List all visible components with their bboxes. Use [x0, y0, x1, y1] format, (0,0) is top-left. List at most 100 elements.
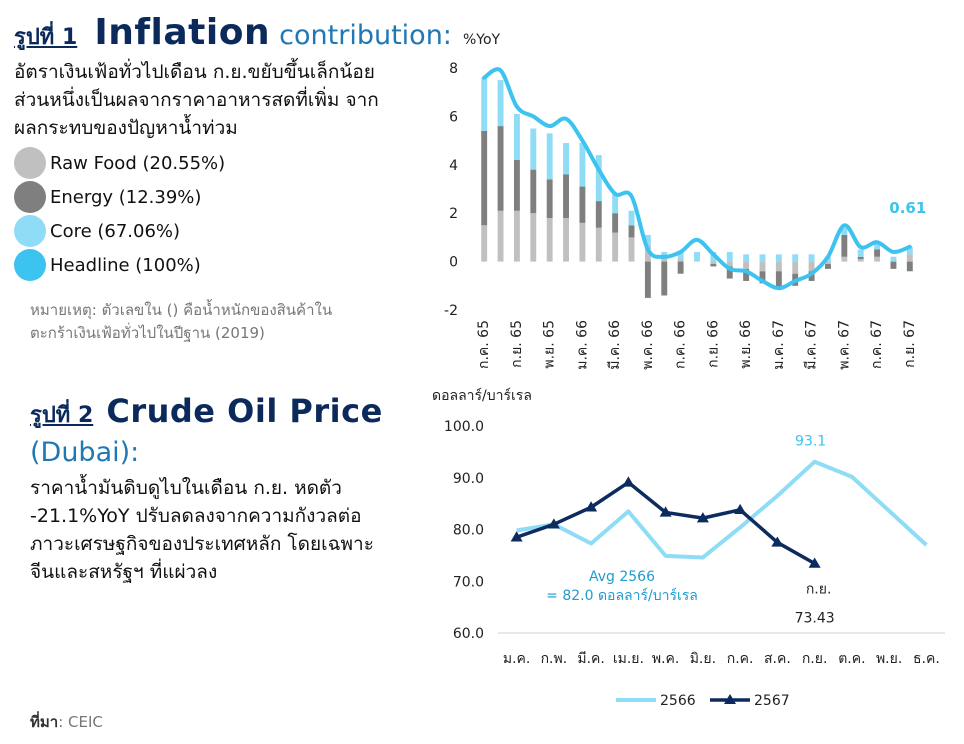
inflation-contribution-chart: -2 0 2 4 6 8 0.61 ก.ค. 65 ก.ย. 65 พ.ย. 65 ม.ค. 66 ม…: [444, 61, 926, 370]
bar-segment: [841, 234, 848, 257]
bar-segment: [628, 237, 635, 262]
bar-segment: [644, 261, 651, 298]
bar-segment: [513, 210, 520, 262]
average-annotation-line1: Avg 2566: [589, 569, 655, 585]
bar-segment: [906, 247, 913, 255]
x-tick-label: มี.ค.: [577, 651, 605, 667]
bar-segment: [546, 218, 553, 262]
fig2-description-line: ภาวะเศรษฐกิจของประเทศหลัก โดยเฉพาะ: [30, 533, 374, 555]
bar-segment: [513, 159, 520, 211]
bar-segment: [759, 261, 766, 272]
fig1-legend: Raw Food (20.55%) Energy (12.39%) Core (…: [14, 146, 225, 282]
fig1-description-line: ผลกระทบของปัญหาน้ำท่วม: [14, 117, 238, 139]
bar-segment: [874, 249, 881, 257]
series-line-2567: [516, 480, 816, 566]
fig1-title-sub: contribution:: [279, 20, 452, 51]
data-point-marker: [771, 536, 784, 547]
y-tick-label: 6: [449, 109, 458, 125]
fig1-title: รูปที่ 1 Inflation contribution: %YoY: [14, 12, 500, 54]
x-tick-label: ก.ค.: [727, 651, 754, 667]
x-tick-label: ก.ย. 66: [705, 320, 721, 368]
bar-segment: [661, 251, 668, 257]
source-note: ที่มา: CEIC: [30, 710, 103, 734]
source-label: ที่มา: [30, 713, 59, 731]
bar-segment: [563, 143, 569, 175]
bar-segment: [792, 261, 799, 274]
bar-segment: [612, 232, 619, 262]
y-tick-label: 0: [449, 255, 458, 271]
bar-segment: [595, 201, 602, 228]
x-tick-label: ส.ค.: [764, 651, 791, 667]
bar-segment: [874, 242, 881, 250]
x-tick-label: ก.ย. 67: [902, 320, 918, 368]
bar-segment: [775, 261, 782, 272]
x-tick-label: พ.ย. 65: [542, 320, 558, 369]
legend-swatch: [14, 181, 46, 213]
y-tick-label: 2: [449, 206, 458, 222]
bar-segment: [726, 266, 733, 279]
fig2-title: รูปที่ 2 Crude Oil Price: [30, 392, 383, 432]
fig1-title-main: Inflation: [94, 12, 271, 53]
bar-segment: [726, 251, 733, 262]
bar-segment: [481, 77, 488, 131]
bar-segment: [726, 261, 733, 267]
bar-segment: [595, 155, 602, 202]
bar-segment: [890, 261, 897, 269]
fig2-number: รูปที่ 2: [30, 403, 94, 428]
y-tick-label: 60.0: [453, 626, 484, 642]
x-tick-label: ม.ค. 66: [574, 320, 590, 370]
legend-label: Headline (100%): [50, 254, 201, 276]
legend-item-raw-food: Raw Food (20.55%): [14, 146, 225, 180]
x-tick-label: เม.ย.: [613, 651, 644, 667]
x-tick-label: ม.ค. 67: [771, 320, 787, 370]
bar-segment: [743, 261, 750, 269]
bar-segment: [579, 186, 586, 223]
fig1-number: รูปที่ 1: [14, 25, 78, 50]
legend-marker-2567: [724, 694, 736, 704]
x-tick-label: ม.ค.: [503, 651, 531, 667]
x-tick-label: ก.ค. 66: [673, 320, 689, 369]
x-tick-label: มี.ค. 67: [804, 320, 820, 370]
fig1-note-line: ตะกร้าเงินเฟ้อทั่วไปในปีฐาน (2019): [30, 324, 265, 342]
data-point-marker: [510, 531, 523, 542]
y-tick-label: 70.0: [453, 574, 484, 590]
bar-segment: [677, 261, 684, 274]
y-tick-label: 80.0: [453, 523, 484, 539]
bar-segment: [644, 234, 651, 245]
bar-segment: [808, 261, 815, 272]
x-tick-label: ก.ค. 67: [869, 320, 885, 369]
dubai-oil-price-chart: ดอลลาร์/บาร์เรล 60.0 70.0 80.0 90.0 100.0 ม.ค.…: [432, 387, 945, 709]
y-tick-label: -2: [444, 303, 458, 319]
legend-swatch: [14, 215, 46, 247]
fig2-description: ราคาน้ำมันดิบดูไบในเดือน ก.ย. หดตัว -21.…: [30, 474, 430, 586]
x-tick-label: พ.ย.: [876, 651, 902, 667]
x-tick-label: ธ.ค.: [913, 651, 940, 667]
bar-segment: [628, 225, 635, 238]
x-tick-label: ก.ค. 65: [476, 320, 492, 369]
data-point-marker: [622, 476, 635, 487]
y-tick-label: 100.0: [444, 419, 484, 435]
x-tick-label: พ.ค. 66: [640, 320, 656, 370]
legend-swatch: [14, 147, 46, 179]
bar-segment: [841, 227, 848, 235]
legend-label-2567: 2567: [754, 693, 790, 709]
x-tick-label: พ.ค. 67: [836, 320, 852, 370]
y-tick-label: 4: [449, 158, 458, 174]
bar-segment: [530, 169, 537, 214]
legend-label: Energy (12.39%): [50, 186, 202, 208]
fig1-unit: %YoY: [463, 32, 501, 48]
bar-segment: [825, 261, 831, 265]
fig1-note-line: หมายเหตุ: ตัวเลขใน () คือน้ำหนักของสินค้…: [30, 301, 333, 319]
data-point-marker: [585, 501, 598, 512]
bar-segment: [481, 225, 488, 262]
bar-segment: [890, 256, 897, 262]
bar-segment: [661, 256, 668, 262]
bar-segment: [595, 227, 602, 262]
peak-value-label: 93.1: [795, 434, 826, 450]
fig1-description-line: อัตราเงินเฟ้อทั่วไปเดือน ก.ย.ขยับขึ้นเล็…: [14, 61, 375, 83]
legend-label: Core (67.06%): [50, 220, 181, 242]
bar-segment: [677, 259, 684, 262]
bar-segment: [874, 256, 881, 262]
fig2-title-sub: (Dubai):: [30, 437, 140, 468]
bar-segment: [857, 259, 864, 262]
